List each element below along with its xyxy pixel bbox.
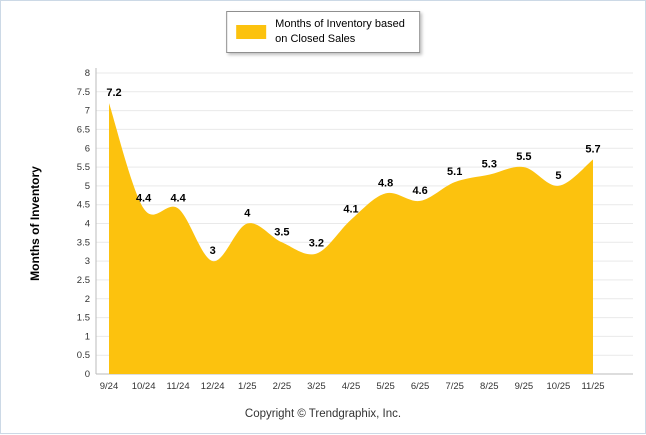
y-tick-label: 6.5 (77, 124, 90, 135)
chart-legend: Months of Inventory based on Closed Sale… (226, 11, 420, 53)
y-tick-label: 3.5 (77, 237, 90, 248)
x-tick-label: 6/25 (411, 381, 430, 392)
y-tick-label: 5.5 (77, 162, 90, 173)
data-point-label: 3.5 (274, 226, 289, 238)
area-series (109, 103, 593, 374)
legend-swatch-icon (236, 24, 267, 39)
x-tick-label: 7/25 (445, 381, 464, 392)
y-tick-label: 1.5 (77, 313, 90, 324)
data-point-label: 5.5 (516, 151, 531, 163)
data-point-label: 4.6 (412, 185, 427, 197)
x-tick-label: 12/24 (201, 381, 225, 392)
x-tick-label: 4/25 (342, 381, 361, 392)
x-tick-label: 11/24 (167, 381, 190, 392)
y-tick-label: 0 (85, 369, 90, 380)
x-tick-label: 10/25 (547, 381, 571, 392)
data-point-label: 4.8 (378, 177, 393, 189)
data-point-label: 5.3 (482, 159, 497, 171)
y-tick-label: 0.5 (77, 350, 90, 361)
x-tick-label: 9/25 (515, 381, 534, 392)
y-tick-label: 1 (85, 331, 90, 342)
y-tick-label: 2.5 (77, 275, 90, 286)
x-tick-label: 1/25 (238, 381, 257, 392)
legend-label: Months of Inventory based on Closed Sale… (275, 17, 405, 47)
y-tick-label: 4 (85, 219, 90, 230)
y-axis-title: Months of Inventory (28, 166, 42, 281)
x-tick-label: 10/24 (132, 381, 156, 392)
y-tick-label: 6 (85, 143, 90, 154)
data-point-label: 5.7 (585, 144, 600, 156)
x-tick-label: 2/25 (273, 381, 292, 392)
legend-label-line1: Months of Inventory based (275, 18, 405, 30)
y-tick-label: 5 (85, 181, 90, 192)
data-point-label: 5.1 (447, 166, 462, 178)
data-point-label: 7.2 (106, 87, 121, 99)
data-point-label: 4.4 (170, 192, 186, 204)
data-point-label: 4 (244, 208, 251, 220)
x-tick-label: 9/24 (100, 381, 119, 392)
y-tick-label: 3 (85, 256, 90, 267)
data-point-label: 4.4 (136, 192, 152, 204)
x-tick-label: 11/25 (581, 381, 604, 392)
data-point-label: 3 (210, 245, 216, 257)
y-tick-label: 4.5 (77, 200, 90, 211)
y-tick-label: 7.5 (77, 87, 90, 98)
y-tick-label: 8 (85, 68, 90, 79)
y-tick-label: 2 (85, 294, 90, 305)
y-tick-label: 7 (85, 106, 90, 117)
legend-label-line2: on Closed Sales (275, 32, 356, 45)
x-tick-label: 5/25 (376, 381, 395, 392)
x-tick-label: 3/25 (307, 381, 326, 392)
copyright-text: Copyright © Trendgraphix, Inc. (244, 408, 402, 420)
x-tick-label: 8/25 (480, 381, 499, 392)
data-point-label: 5 (555, 170, 561, 182)
data-point-label: 4.1 (343, 204, 358, 216)
data-point-label: 3.2 (309, 238, 324, 250)
